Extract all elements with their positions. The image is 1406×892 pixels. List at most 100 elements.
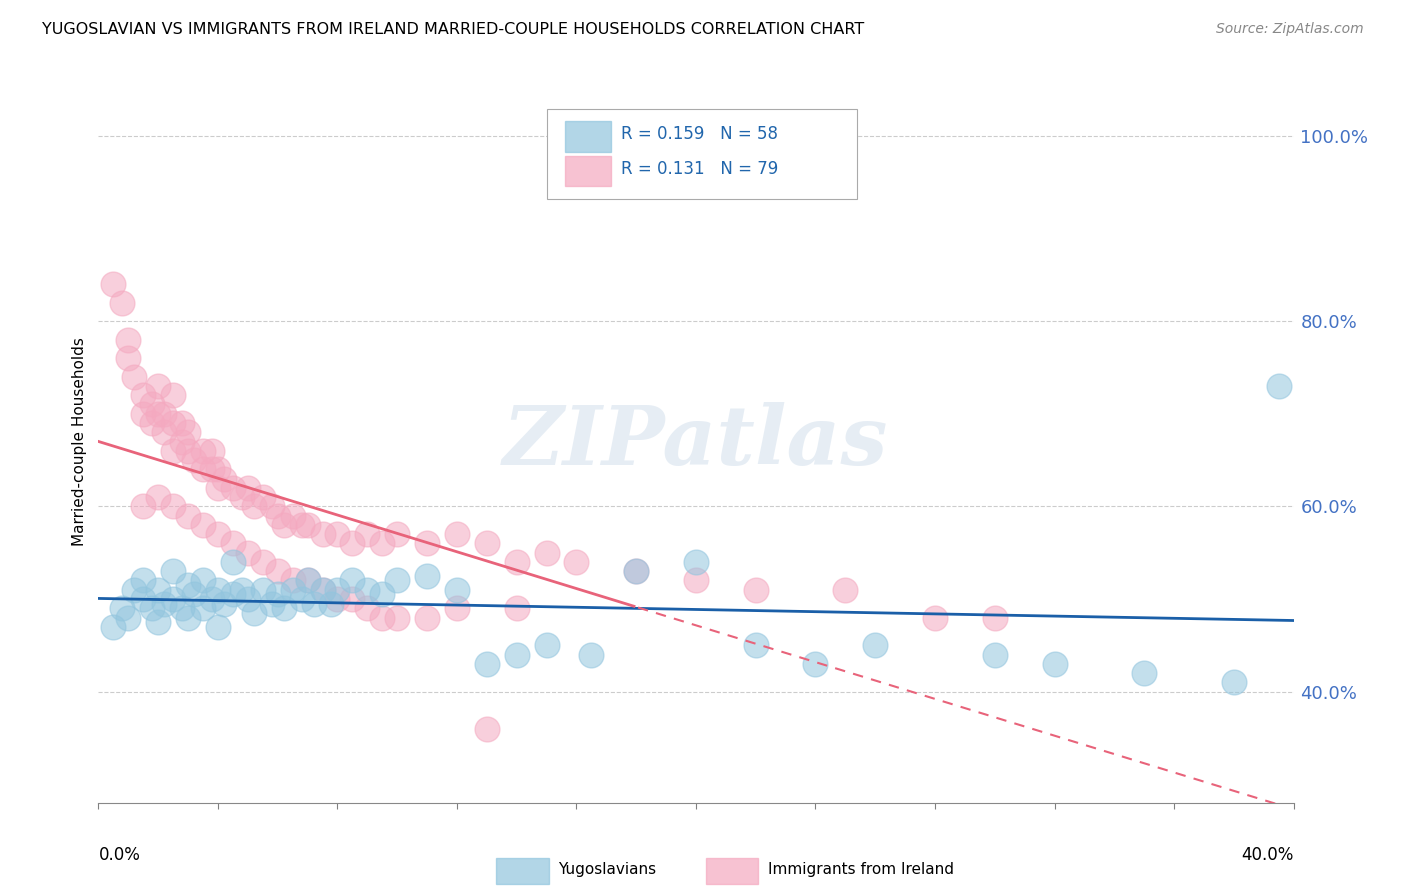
Point — [111, 601, 134, 615]
Point — [124, 582, 146, 597]
Text: R = 0.159   N = 58: R = 0.159 N = 58 — [620, 126, 778, 144]
Point — [267, 587, 290, 601]
Point — [281, 582, 304, 597]
Point — [183, 587, 205, 601]
Point — [745, 638, 768, 652]
Point — [207, 582, 229, 597]
Text: 0.0%: 0.0% — [98, 847, 141, 864]
Point — [804, 657, 827, 671]
Point — [177, 425, 200, 440]
Point — [252, 582, 274, 597]
Point — [291, 592, 314, 607]
Point — [260, 500, 283, 514]
Point — [291, 517, 314, 532]
Point — [111, 295, 134, 310]
Point — [201, 443, 224, 458]
Point — [326, 527, 349, 541]
Point — [153, 407, 176, 421]
Point — [342, 592, 364, 607]
Point — [177, 443, 200, 458]
Point — [207, 620, 229, 634]
Point — [385, 574, 409, 588]
Point — [626, 564, 648, 578]
Point — [297, 517, 319, 532]
Point — [865, 638, 887, 652]
Point — [252, 555, 274, 569]
Point — [231, 490, 253, 504]
Text: Yugoslavians: Yugoslavians — [558, 863, 657, 878]
Point — [162, 564, 184, 578]
Point — [506, 601, 529, 615]
Point — [281, 508, 304, 523]
Point — [212, 597, 235, 611]
Point — [565, 555, 588, 569]
Point — [103, 620, 125, 634]
Point — [207, 527, 229, 541]
FancyBboxPatch shape — [565, 156, 612, 186]
Point — [148, 490, 170, 504]
Point — [446, 527, 468, 541]
Point — [172, 434, 194, 449]
Point — [984, 648, 1007, 662]
Point — [191, 517, 214, 532]
Point — [231, 582, 253, 597]
Point — [924, 610, 946, 624]
Point — [132, 574, 155, 588]
Point — [536, 638, 558, 652]
Point — [243, 606, 266, 620]
Point — [1043, 657, 1066, 671]
Point — [342, 536, 364, 550]
Point — [311, 582, 333, 597]
Point — [385, 527, 409, 541]
Point — [302, 597, 325, 611]
FancyBboxPatch shape — [496, 858, 548, 884]
Point — [183, 453, 205, 467]
Point — [148, 582, 170, 597]
Point — [132, 592, 155, 607]
Point — [267, 564, 290, 578]
FancyBboxPatch shape — [706, 858, 758, 884]
Point — [416, 569, 439, 583]
Point — [311, 582, 333, 597]
Point — [834, 582, 856, 597]
Point — [326, 582, 349, 597]
Text: YUGOSLAVIAN VS IMMIGRANTS FROM IRELAND MARRIED-COUPLE HOUSEHOLDS CORRELATION CHA: YUGOSLAVIAN VS IMMIGRANTS FROM IRELAND M… — [42, 22, 865, 37]
Point — [297, 574, 319, 588]
Point — [162, 592, 184, 607]
FancyBboxPatch shape — [547, 109, 858, 200]
Point — [141, 601, 163, 615]
Text: ZIPatlas: ZIPatlas — [503, 401, 889, 482]
Point — [273, 601, 295, 615]
Point — [371, 536, 394, 550]
Point — [685, 555, 707, 569]
Point — [153, 425, 176, 440]
Point — [207, 462, 229, 476]
Point — [536, 546, 558, 560]
Point — [132, 388, 155, 402]
Point — [1223, 675, 1246, 690]
Point — [1133, 666, 1156, 681]
Point — [371, 587, 394, 601]
Point — [191, 443, 214, 458]
Point — [201, 462, 224, 476]
Point — [141, 397, 163, 411]
Text: Immigrants from Ireland: Immigrants from Ireland — [768, 863, 953, 878]
Y-axis label: Married-couple Households: Married-couple Households — [72, 337, 87, 546]
Point — [236, 546, 259, 560]
Point — [356, 527, 378, 541]
Point — [153, 597, 176, 611]
Point — [626, 564, 648, 578]
Point — [212, 472, 235, 486]
Point — [103, 277, 125, 291]
Point — [385, 610, 409, 624]
Point — [446, 601, 468, 615]
Point — [321, 597, 343, 611]
Point — [148, 407, 170, 421]
Point — [581, 648, 603, 662]
Point — [207, 481, 229, 495]
Point — [281, 574, 304, 588]
Point — [416, 536, 439, 550]
Point — [446, 582, 468, 597]
Point — [1267, 379, 1289, 393]
Text: R = 0.131   N = 79: R = 0.131 N = 79 — [620, 161, 778, 178]
